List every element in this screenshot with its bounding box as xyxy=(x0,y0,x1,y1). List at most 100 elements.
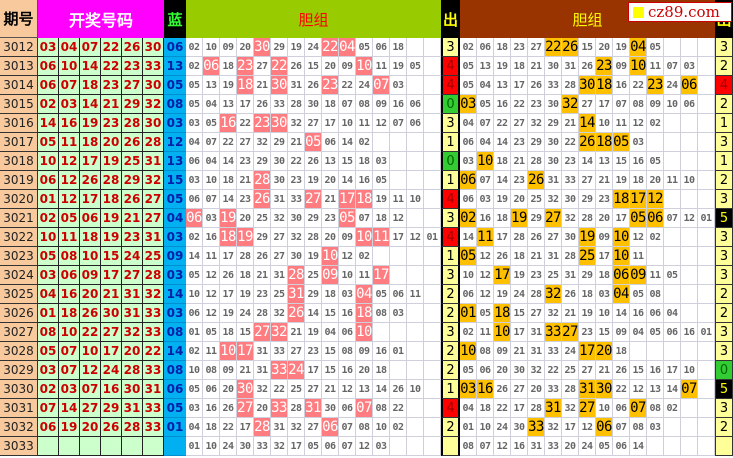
dan-right-number: 10 xyxy=(460,266,477,285)
dan-right-number: 26 xyxy=(528,228,545,247)
dan-left-number xyxy=(390,171,407,190)
dan-left-number: 21 xyxy=(322,380,339,399)
dan-right-number xyxy=(681,418,698,437)
dan-right-number: 22 xyxy=(545,361,562,380)
draw-number: 03 xyxy=(38,361,59,380)
dan-left-hit: 04 xyxy=(339,38,356,57)
draw-number: 22 xyxy=(101,57,122,76)
dan-left-number xyxy=(424,133,441,152)
dan-left-number xyxy=(390,152,407,171)
dan-left-number: 20 xyxy=(220,380,237,399)
dan-left-number: 24 xyxy=(237,304,254,323)
dan-left-number: 11 xyxy=(356,114,373,133)
dan-right-number: 32 xyxy=(545,304,562,323)
draw-number: 19 xyxy=(80,114,101,133)
dan-left-number xyxy=(407,209,424,228)
dan-right-number: 15 xyxy=(630,361,647,380)
out-count-left: 0 xyxy=(441,95,460,114)
dan-left-number: 16 xyxy=(339,361,356,380)
dan-left-hit: 28 xyxy=(288,266,305,285)
dan-right-number xyxy=(698,171,715,190)
dan-left-number: 10 xyxy=(373,418,390,437)
draw-number: 23 xyxy=(122,228,143,247)
dan-right-number: 02 xyxy=(647,114,664,133)
dan-right-number: 12 xyxy=(477,247,494,266)
out-count-left: 3 xyxy=(441,266,460,285)
dan-left-number: 31 xyxy=(254,342,271,361)
dan-left-number xyxy=(424,209,441,228)
dan-right-number xyxy=(664,285,681,304)
dan-left-number: 26 xyxy=(220,399,237,418)
dan-left-number: 14 xyxy=(220,152,237,171)
dan-right-number xyxy=(681,114,698,133)
draw-number: 22 xyxy=(143,342,164,361)
dan-right-number: 17 xyxy=(494,228,511,247)
dan-left-hit: 28 xyxy=(254,171,271,190)
draw-number: 12 xyxy=(59,171,80,190)
dan-right-number: 05 xyxy=(664,266,681,285)
dan-right-number: 26 xyxy=(613,361,630,380)
dan-left-number xyxy=(424,304,441,323)
dan-right-number: 23 xyxy=(562,152,579,171)
dan-right-hit: 18 xyxy=(613,190,630,209)
dan-left-number xyxy=(407,38,424,57)
dan-right-number: 15 xyxy=(511,304,528,323)
dan-right-number: 18 xyxy=(494,209,511,228)
dan-left-number: 23 xyxy=(288,171,305,190)
dan-right-number: 31 xyxy=(528,342,545,361)
dan-right-number: 22 xyxy=(511,95,528,114)
dan-right-hit: 26 xyxy=(579,133,596,152)
dan-right-hit: 32 xyxy=(545,285,562,304)
dan-left-hit: 23 xyxy=(237,57,254,76)
out-count-right: 1 xyxy=(715,152,733,171)
dan-left-hit: 26 xyxy=(254,190,271,209)
dan-left-number: 06 xyxy=(339,399,356,418)
dan-right-hit: 16 xyxy=(477,380,494,399)
out-count-left: 1 xyxy=(441,247,460,266)
dan-left-number: 09 xyxy=(339,228,356,247)
dan-right-number: 32 xyxy=(545,418,562,437)
blue-number: 04 xyxy=(164,209,186,228)
dan-left-hit: 30 xyxy=(254,38,271,57)
dan-left-number: 20 xyxy=(322,171,339,190)
dan-left-number: 15 xyxy=(322,361,339,380)
dan-left-number: 13 xyxy=(220,95,237,114)
dan-right-number: 09 xyxy=(647,95,664,114)
dan-right-number: 31 xyxy=(528,437,545,456)
dan-left-number xyxy=(424,437,441,456)
blue-number: 13 xyxy=(164,57,186,76)
dan-right-number: 01 xyxy=(698,209,715,228)
dan-left-number: 19 xyxy=(373,190,390,209)
dan-left-number: 21 xyxy=(322,190,339,209)
dan-left-number xyxy=(407,399,424,418)
dan-left-number: 23 xyxy=(237,190,254,209)
dan-left-hit: 27 xyxy=(254,323,271,342)
dan-left-number xyxy=(390,133,407,152)
dan-right-number: 09 xyxy=(613,323,630,342)
dan-right-number: 23 xyxy=(511,38,528,57)
draw-number: 20 xyxy=(101,133,122,152)
dan-left-hit: 24 xyxy=(288,361,305,380)
draw-number: 27 xyxy=(101,323,122,342)
out-count-left: 3 xyxy=(441,209,460,228)
dan-left-number: 03 xyxy=(373,437,390,456)
draw-number: 03 xyxy=(38,266,59,285)
dan-left-number: 23 xyxy=(254,285,271,304)
dan-right-number: 33 xyxy=(545,437,562,456)
out-count-left: 2 xyxy=(441,304,460,323)
dan-left-number: 16 xyxy=(373,342,390,361)
dan-left-number xyxy=(424,361,441,380)
dan-right-number: 26 xyxy=(528,76,545,95)
dan-right-number: 12 xyxy=(630,114,647,133)
draw-number: 04 xyxy=(38,285,59,304)
site-logo[interactable]: cz89.com xyxy=(628,2,732,22)
dan-right-number xyxy=(698,380,715,399)
dan-right-number xyxy=(681,38,698,57)
dan-left-number xyxy=(407,304,424,323)
draw-number: 05 xyxy=(59,209,80,228)
dan-left-number: 20 xyxy=(322,228,339,247)
dan-right-number: 09 xyxy=(613,57,630,76)
dan-left-hit: 18 xyxy=(220,228,237,247)
dan-left-number: 22 xyxy=(237,114,254,133)
dan-right-number xyxy=(698,38,715,57)
